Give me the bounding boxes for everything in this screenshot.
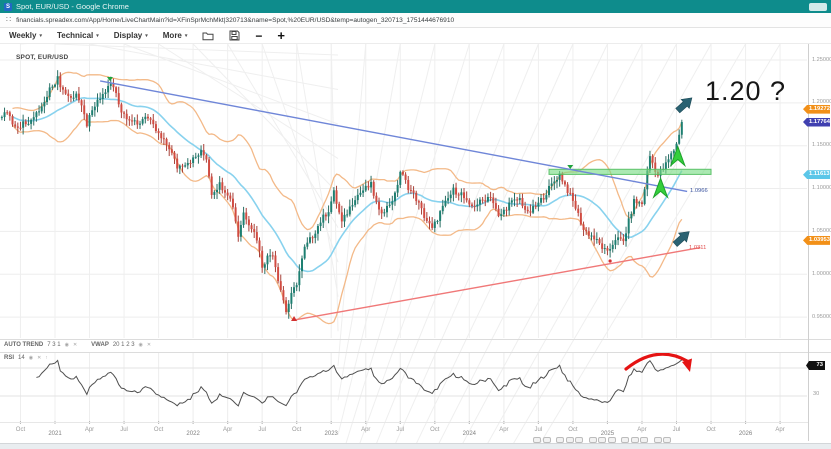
y-axis-label: 1.20000: [812, 99, 831, 106]
indicator-legend-row: AUTO TREND 7 3 1 ◉ ✕ VWAP 20 1 2 3 ◉ ✕: [4, 342, 151, 348]
x-axis-label: 2022: [186, 431, 200, 437]
x-axis-label: Jul: [120, 427, 128, 433]
open-chart-icon[interactable]: [202, 30, 214, 41]
rsi-indicator-label: RSI: [4, 355, 15, 361]
rsi-gridline-label: 30: [813, 391, 820, 397]
event-chip[interactable]: [630, 437, 639, 443]
visibility-icon[interactable]: ◉: [28, 355, 34, 361]
event-chip[interactable]: [588, 437, 597, 443]
event-chip[interactable]: [663, 437, 671, 443]
x-axis-label: Apr: [361, 427, 371, 433]
remove-indicator-icon[interactable]: ✕: [37, 355, 42, 361]
event-chip[interactable]: [598, 437, 606, 443]
panel-divider: [0, 339, 831, 340]
x-axis-label: Oct: [15, 427, 26, 433]
zoom-in-icon[interactable]: +: [277, 27, 286, 43]
x-axis-label: Oct: [292, 427, 302, 433]
x-axis-label: Jul: [672, 427, 681, 433]
bottom-status-strip: [0, 443, 831, 449]
price-tag: 1.17764: [803, 117, 830, 127]
visibility-icon[interactable]: ◉: [138, 342, 143, 348]
resistance-trendline-label: 1.0966: [690, 188, 708, 194]
rsi-indicator-params: 14: [18, 355, 25, 361]
toolbar-menus: Weekly ▾ Technical ▾ Display ▾ More ▾: [9, 31, 187, 40]
visibility-icon[interactable]: ◉: [64, 342, 69, 348]
x-axis-label: Apr: [637, 427, 647, 433]
chevron-down-icon: ▾: [184, 32, 188, 39]
panel-divider: [0, 352, 831, 353]
x-axis-label: Oct: [568, 427, 578, 433]
up-arrow-icon: ↑: [45, 355, 48, 361]
x-axis-label: 2026: [738, 431, 753, 437]
rsi-value-tag: 73: [806, 361, 825, 370]
x-axis-label: Oct: [430, 427, 440, 433]
y-axis-label: 1.00000: [812, 270, 831, 277]
menu-more[interactable]: More ▾: [163, 31, 188, 40]
y-axis-label: 1.05000: [812, 227, 831, 234]
x-axis-label: Apr: [499, 427, 509, 433]
support-trendline-label: 1.0311: [689, 245, 707, 251]
x-axis-label: Apr: [84, 427, 95, 433]
y-axis-label: 1.10000: [812, 185, 831, 192]
menu-label: More: [162, 31, 182, 40]
x-axis-label: Apr: [775, 427, 785, 433]
address-bar[interactable]: ∷ financials.spreadex.com/App/Home/LiveC…: [0, 13, 831, 28]
symbol-label: SPOT, EUR/USD: [16, 54, 69, 61]
price-tag: 1.19272: [803, 104, 830, 114]
site-info-icon[interactable]: ∷: [6, 15, 12, 24]
menu-label: Weekly: [9, 31, 37, 40]
x-axis-label: 2024: [462, 431, 477, 437]
price-tag: 1.03953: [803, 235, 830, 245]
window-title: Spot, EUR/USD - Google Chrome: [16, 2, 129, 11]
event-chip[interactable]: [556, 437, 564, 443]
event-chip[interactable]: [542, 437, 551, 443]
vwap-indicator-label: VWAP: [91, 342, 109, 348]
remove-indicator-icon[interactable]: ✕: [146, 342, 152, 348]
chart-toolbar: Weekly ▾ Technical ▾ Display ▾ More ▾ − +: [0, 28, 831, 44]
event-chip[interactable]: [621, 437, 629, 443]
save-icon[interactable]: [229, 30, 240, 41]
event-chip[interactable]: [607, 437, 616, 443]
zoom-out-icon[interactable]: −: [255, 28, 263, 43]
y-axis-label: 1.25000: [812, 56, 831, 63]
panel-divider: [0, 422, 808, 423]
vwap-indicator-params: 20 1 2 3: [112, 342, 135, 348]
event-chip[interactable]: [565, 437, 574, 443]
price-target-annotation: 1.20 ?: [705, 76, 787, 106]
menu-label: Display: [113, 31, 143, 40]
chevron-down-icon: ▾: [145, 32, 148, 39]
x-axis-label: 2023: [324, 431, 338, 437]
url-text[interactable]: financials.spreadex.com/App/Home/LiveCha…: [16, 16, 455, 24]
y-axis-label: 0.95000: [812, 313, 831, 320]
price-tag: 1.11613: [803, 170, 830, 180]
x-axis-label: 2025: [600, 431, 615, 437]
x-axis-label: Oct: [153, 427, 164, 433]
menu-weekly[interactable]: Weekly ▾: [9, 31, 42, 40]
event-chip[interactable]: [653, 437, 662, 443]
x-axis-label: Oct: [706, 427, 716, 433]
remove-indicator-icon[interactable]: ✕: [72, 342, 78, 348]
window-controls[interactable]: [809, 2, 827, 11]
event-chip[interactable]: [575, 437, 583, 443]
autotrend-indicator-params: 7 3 1: [47, 342, 61, 348]
event-chip[interactable]: [533, 437, 541, 443]
x-axis-label: Jul: [396, 427, 405, 433]
app-favicon-icon: S: [4, 2, 12, 11]
menu-display[interactable]: Display ▾: [114, 31, 148, 40]
window-titlebar[interactable]: S Spot, EUR/USD - Google Chrome: [0, 0, 831, 13]
chevron-down-icon: ▾: [39, 32, 42, 39]
autotrend-indicator-label: AUTO TREND: [4, 342, 44, 348]
menu-technical[interactable]: Technical ▾: [57, 31, 99, 40]
chevron-down-icon: ▾: [96, 32, 99, 39]
rsi-legend-row: RSI 14 ◉ ✕ ↑: [4, 355, 48, 361]
x-axis-label: 2021: [48, 431, 62, 437]
menu-label: Technical: [56, 31, 94, 40]
x-axis-label: Jul: [534, 427, 543, 433]
y-axis-label: 1.15000: [812, 142, 831, 149]
x-axis-label: Jul: [258, 427, 266, 433]
x-axis-label: Apr: [222, 427, 233, 433]
event-chip[interactable]: [640, 437, 648, 443]
